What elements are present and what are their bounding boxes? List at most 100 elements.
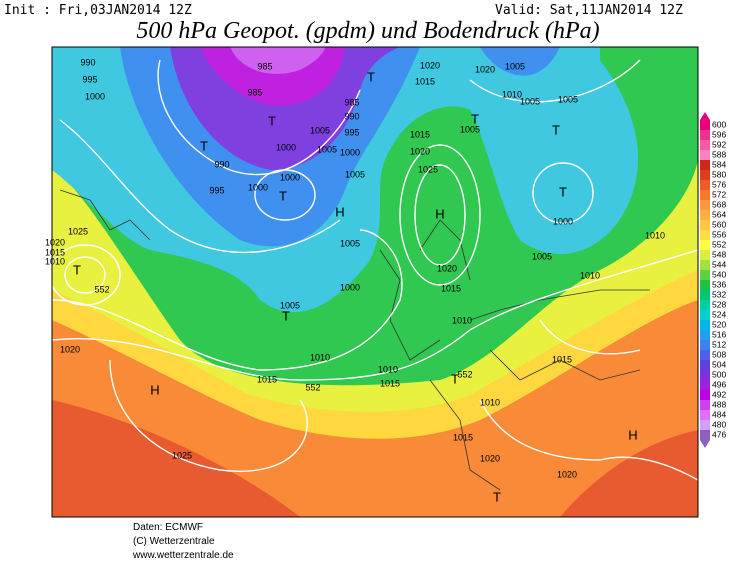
colorbar-cell: [700, 300, 710, 310]
map-title: 500 hPa Geopot. (gpdm) und Bodendruck (h…: [136, 18, 599, 44]
isobar-label: 1000: [276, 142, 296, 152]
colorbar-arrow-bottom: [700, 440, 710, 448]
isobar-label: 1015: [453, 432, 473, 442]
pressure-center: T: [493, 489, 501, 504]
colorbar-cell: [700, 330, 710, 340]
colorbar-label: 528: [712, 299, 726, 309]
colorbar-cell: [700, 410, 710, 420]
colorbar-label: 480: [712, 419, 726, 429]
colorbar-cell: [700, 340, 710, 350]
colorbar-label: 580: [712, 169, 726, 179]
colorbar-cell: [700, 200, 710, 210]
isobar-label: 1015: [257, 374, 277, 384]
colorbar-cell: [700, 390, 710, 400]
colorbar-cell: [700, 120, 710, 130]
isobar-label: 1000: [280, 172, 300, 182]
isobar-label: 552: [94, 284, 109, 294]
isobar-label: 995: [82, 74, 97, 84]
pressure-center: H: [435, 206, 444, 221]
colorbar-label: 576: [712, 179, 726, 189]
isobar-label: 552: [457, 369, 472, 379]
isobar-label: 1015: [552, 354, 572, 364]
isobar-label: 1010: [502, 89, 522, 99]
isobar-label: 1005: [520, 96, 540, 106]
isobar-label: 1015: [380, 378, 400, 388]
isobar-label: 1010: [452, 315, 472, 325]
data-source: Daten: ECMWF: [133, 522, 203, 533]
colorbar-label: 488: [712, 399, 726, 409]
colorbar-cell: [700, 290, 710, 300]
isobar-label: 1025: [68, 226, 88, 236]
colorbar-cell: [700, 130, 710, 140]
isobar-label: 1010: [480, 397, 500, 407]
isobar-label: 1005: [532, 251, 552, 261]
colorbar-cell: [700, 320, 710, 330]
isobar-label: 985: [247, 87, 262, 97]
pressure-center: T: [471, 111, 479, 126]
pressure-center: T: [279, 188, 287, 203]
isobar-label: 1000: [85, 91, 105, 101]
colorbar-label: 476: [712, 429, 726, 439]
pressure-center: H: [628, 427, 637, 442]
website: www.wetterzentrale.de: [132, 550, 234, 561]
isobar-label: 1020: [420, 60, 440, 70]
pressure-center: T: [282, 308, 290, 323]
valid-time: Valid: Sat,11JAN2014 12Z: [495, 3, 683, 18]
isobar-label: 1005: [340, 238, 360, 248]
isobar-label: 1000: [340, 147, 360, 157]
pressure-center: H: [150, 382, 159, 397]
pressure-center: T: [559, 184, 567, 199]
pressure-center: T: [552, 122, 560, 137]
colorbar-cell: [700, 210, 710, 220]
colorbar-label: 552: [712, 239, 726, 249]
colorbar-cell: [700, 260, 710, 270]
isobar-label: 995: [209, 185, 224, 195]
isobar-label: 1005: [280, 300, 300, 310]
colorbar-cell: [700, 140, 710, 150]
isobar-label: 1010: [45, 256, 65, 266]
colorbar-label: 512: [712, 339, 726, 349]
colorbar-cell: [700, 420, 710, 430]
isobar-label: 1010: [580, 270, 600, 280]
colorbar-label: 560: [712, 219, 726, 229]
colorbar-label: 536: [712, 279, 726, 289]
colorbar-label: 568: [712, 199, 726, 209]
colorbar-label: 508: [712, 349, 726, 359]
isobar-label: 1015: [415, 76, 435, 86]
colorbar-cell: [700, 280, 710, 290]
isobar-label: 552: [305, 382, 320, 392]
isobar-label: 1005: [558, 94, 578, 104]
isobar-label: 1005: [460, 124, 480, 134]
isobar-label: 1000: [553, 216, 573, 226]
isobar-label: 1015: [441, 283, 461, 293]
colorbar-label: 520: [712, 319, 726, 329]
pressure-center: T: [451, 371, 459, 386]
isobar-label: 1020: [557, 469, 577, 479]
isobar-label: 990: [80, 57, 95, 67]
isobar-label: 1015: [410, 129, 430, 139]
colorbar-label: 588: [712, 149, 726, 159]
colorbar-label: 584: [712, 159, 726, 169]
pressure-center: H: [335, 204, 344, 219]
colorbar-label: 596: [712, 129, 726, 139]
colorbar-cell: [700, 310, 710, 320]
colorbar-label: 592: [712, 139, 726, 149]
isobar-label: 1005: [310, 125, 330, 135]
colorbar-cell: [700, 380, 710, 390]
colorbar-label: 544: [712, 259, 726, 269]
colorbar-label: 600: [712, 119, 726, 129]
isobar-label: 1010: [310, 352, 330, 362]
colorbar-label: 500: [712, 369, 726, 379]
pressure-center: T: [200, 138, 208, 153]
colorbar-label: 564: [712, 209, 726, 219]
isobar-label: 1025: [172, 450, 192, 460]
isobar-label: 990: [344, 111, 359, 121]
colorbar-label: 572: [712, 189, 726, 199]
colorbar-label: 532: [712, 289, 726, 299]
colorbar-cell: [700, 370, 710, 380]
colorbar-cell: [700, 160, 710, 170]
isobar-label: 1015: [45, 247, 65, 257]
pressure-center: T: [367, 69, 375, 84]
